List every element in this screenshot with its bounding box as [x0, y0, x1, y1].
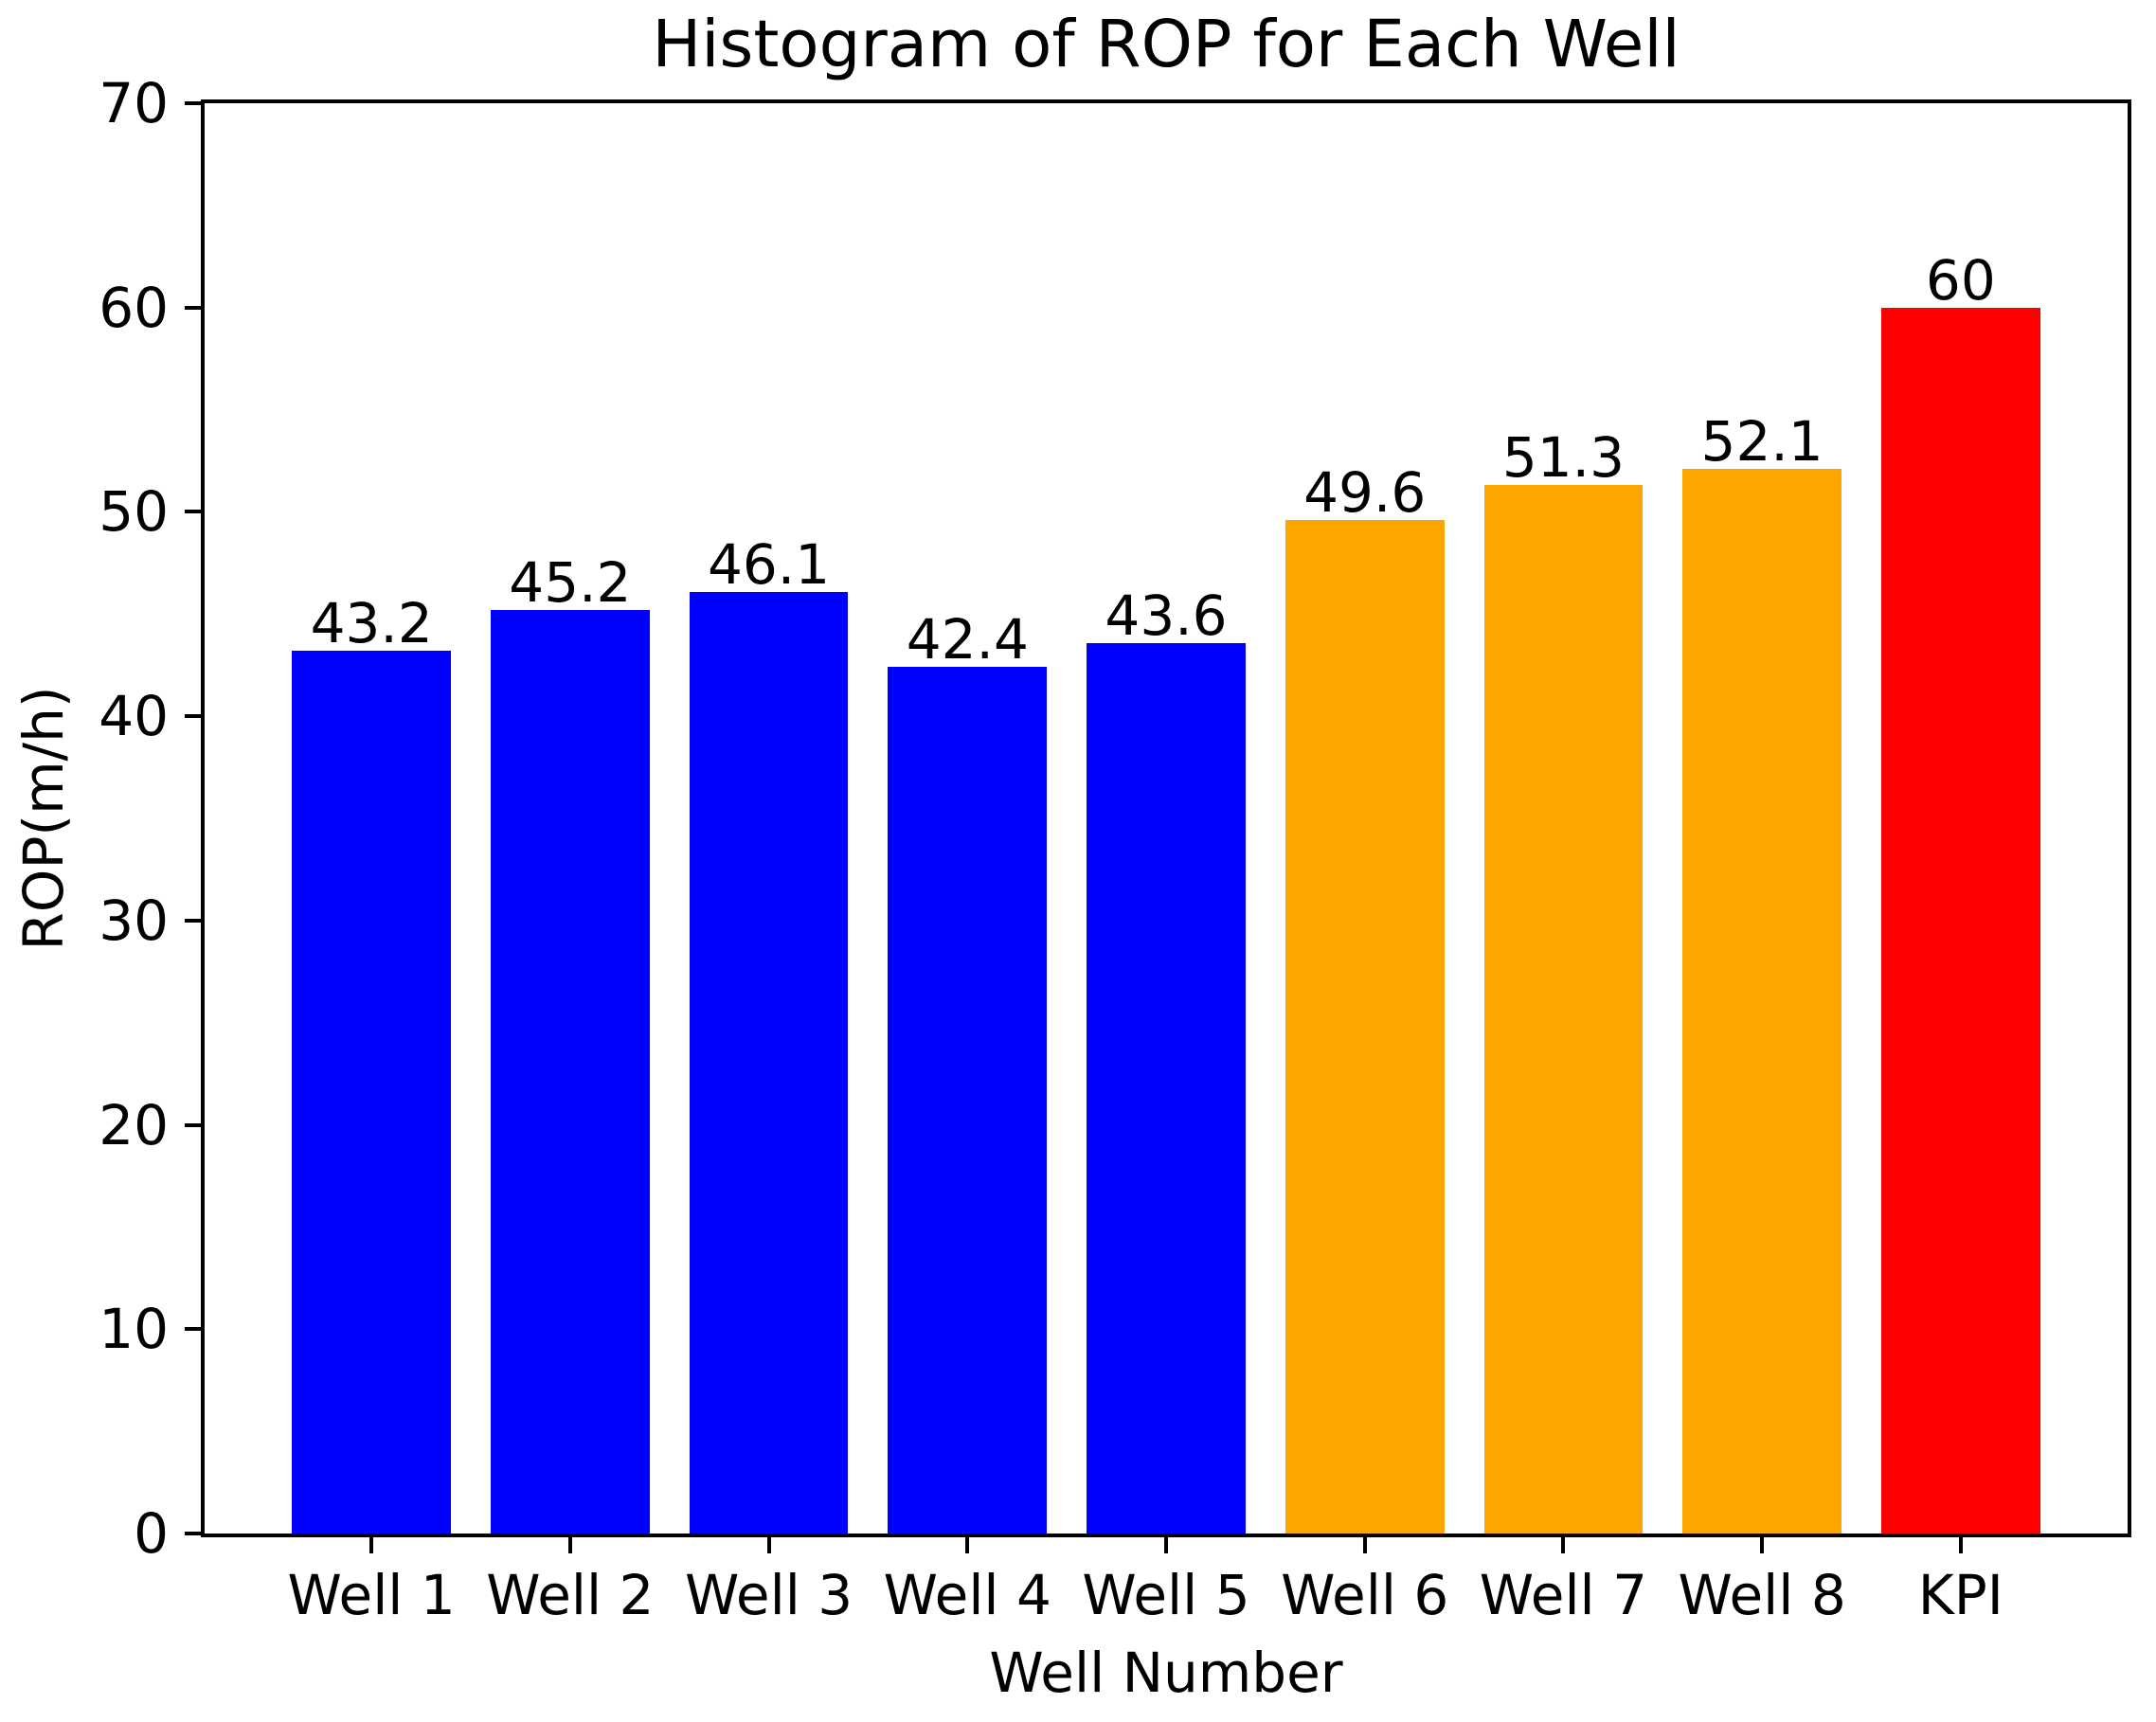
bar-value-label: 60: [1925, 247, 1996, 313]
x-tick-label: Well 3: [684, 1563, 853, 1627]
y-tick-mark: [185, 101, 201, 105]
chart-title: Histogram of ROP for Each Well: [652, 7, 1680, 82]
x-tick-label: Well 2: [486, 1563, 655, 1627]
x-tick-mark: [1760, 1537, 1765, 1553]
x-tick-label: Well 1: [287, 1563, 456, 1627]
y-tick-label: 40: [99, 684, 169, 749]
bar-well-8: [1682, 469, 1842, 1534]
bar-well-5: [1087, 642, 1246, 1534]
y-tick-mark: [185, 714, 201, 719]
y-tick-label: 30: [99, 888, 169, 953]
x-tick-label: Well 6: [1281, 1563, 1449, 1627]
bar-well-3: [689, 591, 849, 1534]
y-tick-label: 60: [99, 275, 169, 340]
y-axis-label: ROP(m/h): [11, 686, 77, 951]
y-tick-label: 20: [99, 1092, 169, 1157]
bar-well-1: [292, 651, 452, 1534]
x-tick-mark: [1958, 1537, 1963, 1553]
y-tick-label: 70: [99, 71, 169, 135]
x-tick-mark: [369, 1537, 374, 1553]
bar-value-label: 49.6: [1303, 460, 1427, 526]
y-tick-label: 0: [134, 1501, 169, 1566]
x-tick-mark: [567, 1537, 572, 1553]
y-tick-mark: [185, 305, 201, 310]
x-tick-label: Well 8: [1678, 1563, 1846, 1627]
y-tick-mark: [185, 918, 201, 923]
x-tick-mark: [1164, 1537, 1168, 1553]
bar-value-label: 52.1: [1700, 409, 1824, 475]
bar-well-2: [490, 609, 650, 1534]
bar-kpi: [1880, 307, 2040, 1534]
bar-value-label: 46.1: [708, 531, 831, 597]
y-tick-mark: [185, 1122, 201, 1127]
x-tick-mark: [766, 1537, 771, 1553]
x-axis-label: Well Number: [989, 1641, 1343, 1705]
y-tick-mark: [185, 1532, 201, 1535]
bar-value-label: 42.4: [906, 607, 1029, 673]
y-tick-mark: [185, 510, 201, 514]
bar-value-label: 43.6: [1105, 583, 1228, 648]
x-tick-label: Well 4: [883, 1563, 1051, 1627]
x-tick-mark: [1362, 1537, 1367, 1553]
bar-value-label: 45.2: [509, 549, 632, 615]
plot-area: 43.2 45.2 46.1 42.4 43.6 49.6 51.3 52.1 60: [201, 99, 2131, 1537]
x-tick-label: Well 5: [1082, 1563, 1250, 1627]
bar-well-6: [1285, 520, 1445, 1534]
y-tick-label: 10: [99, 1297, 169, 1362]
bar-value-label: 43.2: [310, 591, 433, 656]
y-tick-mark: [185, 1327, 201, 1332]
bar-well-7: [1483, 485, 1644, 1534]
bar-value-label: 51.3: [1501, 425, 1625, 491]
y-tick-label: 50: [99, 479, 169, 545]
x-tick-label: KPI: [1917, 1563, 2003, 1627]
x-tick-label: Well 7: [1479, 1563, 1648, 1627]
bar-well-4: [888, 667, 1048, 1534]
x-tick-mark: [965, 1537, 970, 1553]
x-tick-mark: [1561, 1537, 1566, 1553]
